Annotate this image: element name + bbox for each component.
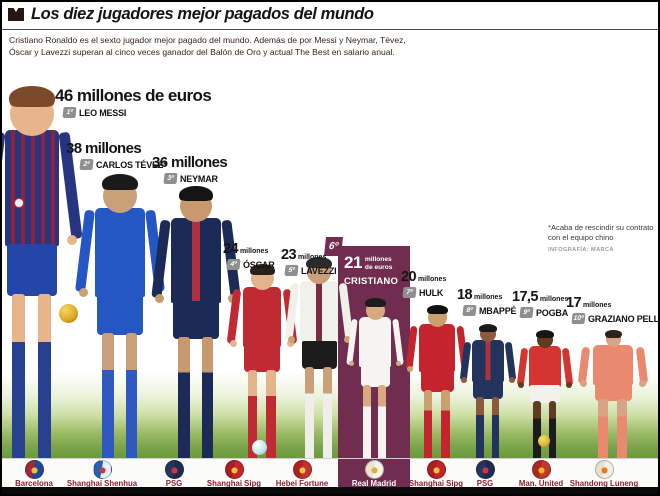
club-logo-hebei-fortune: [292, 460, 312, 479]
club-cell-real-madrid: Real Madrid: [338, 459, 410, 488]
golden-ball-icon: [59, 304, 78, 323]
salary-amount: 46 millones de euros: [55, 86, 212, 105]
club-cell-barcelona: Barcelona: [2, 459, 66, 488]
club-logo-real-madrid: [364, 460, 384, 479]
rank-badge: 9º: [519, 307, 534, 318]
player-name: ÓSCAR: [243, 259, 275, 270]
salary-unit: millones: [297, 254, 327, 261]
club-cell-shanghai-shenhua: Shanghai Shenhua: [66, 459, 138, 488]
salary-label-lavezzi: 23 millones 5º LAVEZZI: [281, 246, 337, 276]
salary-amount: 18: [457, 287, 473, 303]
club-name: PSG: [476, 479, 494, 488]
salary-label-carlos-t-vez: 38 millones 2º CARLOS TÉVEZ*: [66, 140, 167, 170]
salary-amount: 17,5: [512, 289, 538, 305]
club-cell-man-united: Man. United: [509, 459, 573, 488]
subtitle-line-2: Óscar y Lavezzi superan al cinco veces g…: [9, 46, 395, 57]
club-cell-psg: PSG: [453, 459, 517, 488]
club-name: Real Madrid: [351, 479, 397, 488]
salary-amount: 24: [223, 241, 239, 257]
salary-unit: millones: [473, 294, 503, 301]
player-name: CARLOS TÉVEZ*: [96, 159, 167, 170]
club-logo-psg: [475, 460, 495, 479]
subtitle-line-1: Cristiano Ronaldo es el sexto jugador me…: [9, 35, 406, 45]
club-logo-shandong-luneng: [594, 460, 614, 479]
player-name: POGBA: [536, 307, 569, 318]
rank-badge: 7º: [402, 287, 417, 298]
club-cell-shanghai-sipg: Shanghai Sipg: [404, 459, 468, 488]
title-divider: [2, 29, 658, 30]
player-name: LEO MESSI: [79, 107, 127, 118]
player-figure-neymar: [150, 186, 242, 472]
salary-label-hulk: 20 millones 7º HULK: [401, 268, 446, 298]
pogba-ball-icon: [538, 435, 550, 447]
player-figure-lavezzi: [284, 257, 354, 469]
club-cell-hebei-fortune: Hebei Fortune: [270, 459, 334, 488]
salary-label-leo-messi: 46 millones de euros 1º LEO MESSI: [55, 86, 212, 118]
salary-label-scar: 24 millones 4º ÓSCAR: [223, 240, 275, 270]
cristiano-unit: millones de euros: [364, 256, 393, 271]
salary-amount: 38 millones: [66, 140, 142, 157]
header: Los diez jugadores mejor pagados del mun…: [8, 5, 374, 24]
player-name: NEYMAR: [180, 173, 218, 184]
club-logo-psg: [164, 460, 184, 479]
club-name: Shanghai Sipg: [408, 479, 464, 488]
player-figure-mbapp: [458, 324, 518, 468]
rank-badge: 2º: [79, 159, 94, 170]
club-name: Shandong Luneng: [569, 479, 639, 488]
salary-amount: 20: [401, 269, 417, 285]
club-name: Shanghai Shenhua: [66, 479, 138, 488]
oscar-ball-icon: [252, 440, 267, 455]
player-name: GRAZIANO PELLÈ: [588, 313, 660, 324]
club-name: Hebei Fortune: [275, 479, 329, 488]
salary-unit: millones: [539, 296, 569, 303]
infographic-credit: INFOGRAFÍA: MARCA: [548, 246, 614, 253]
player-name: MBAPPÉ: [479, 305, 517, 316]
rank-badge: 10º: [571, 313, 586, 324]
player-name: HULK: [419, 287, 444, 298]
salary-label-pogba: 17,5 millones 9º POGBA: [512, 288, 568, 318]
footnote-text: *Acaba de rescindir su contrato con el e…: [548, 223, 654, 242]
salary-label-neymar: 36 millones 3º NEYMAR: [152, 154, 228, 184]
club-logo-shanghai-shenhua: [92, 460, 112, 479]
club-name: Shanghai Sipg: [206, 479, 262, 488]
cristiano-name: CRISTIANO: [344, 276, 399, 287]
club-logo-barcelona: [24, 460, 44, 479]
club-cell-shandong-luneng: Shandong Luneng: [569, 459, 639, 488]
rank-badge: 3º: [163, 173, 178, 184]
player-figure-graziano-pell: [576, 330, 650, 468]
rank-badge: 4º: [226, 259, 241, 270]
club-name: Barcelona: [15, 479, 53, 488]
salary-label-mbapp: 18 millones 8º MBAPPÉ: [457, 286, 517, 316]
salary-label-graziano-pell: 17 millones 10º GRAZIANO PELLÈ: [566, 294, 660, 324]
rank-badge: 8º: [462, 305, 477, 316]
player-figure-leo-messi: [2, 86, 83, 476]
salary-unit: millones: [582, 302, 612, 309]
rank-badge: 1º: [62, 107, 77, 118]
club-cell-psg: PSG: [142, 459, 206, 488]
subtitle: Cristiano Ronaldo es el sexto jugador me…: [9, 35, 406, 58]
page-title: Los diez jugadores mejor pagados del mun…: [31, 5, 374, 23]
club-logo-shanghai-sipg: [224, 460, 244, 479]
club-cell-shanghai-sipg: Shanghai Sipg: [202, 459, 266, 488]
club-bar: Barcelona Shanghai Shenhua PSG Shanghai Sip…: [2, 458, 658, 488]
cristiano-amount: 21: [344, 253, 362, 272]
player-figure-cristiano: [346, 298, 404, 468]
salary-unit: millones: [417, 276, 447, 283]
club-logo-man-united: [531, 460, 551, 479]
bottom-black-bar: [2, 487, 658, 494]
club-logo-shanghai-sipg: [426, 460, 446, 479]
club-name: PSG: [165, 479, 183, 488]
marca-bullet-icon: [8, 8, 24, 21]
salary-amount: 17: [566, 295, 582, 311]
salary-unit: millones: [239, 248, 269, 255]
rank-badge: 5º: [284, 265, 299, 276]
footnote: *Acaba de rescindir su contrato con el e…: [548, 223, 656, 254]
laliga-patch-icon: [14, 198, 24, 208]
salary-amount: 36 millones: [152, 154, 228, 171]
player-name: LAVEZZI: [301, 265, 337, 276]
salary-amount: 23: [281, 247, 297, 263]
club-name: Man. United: [518, 479, 564, 488]
